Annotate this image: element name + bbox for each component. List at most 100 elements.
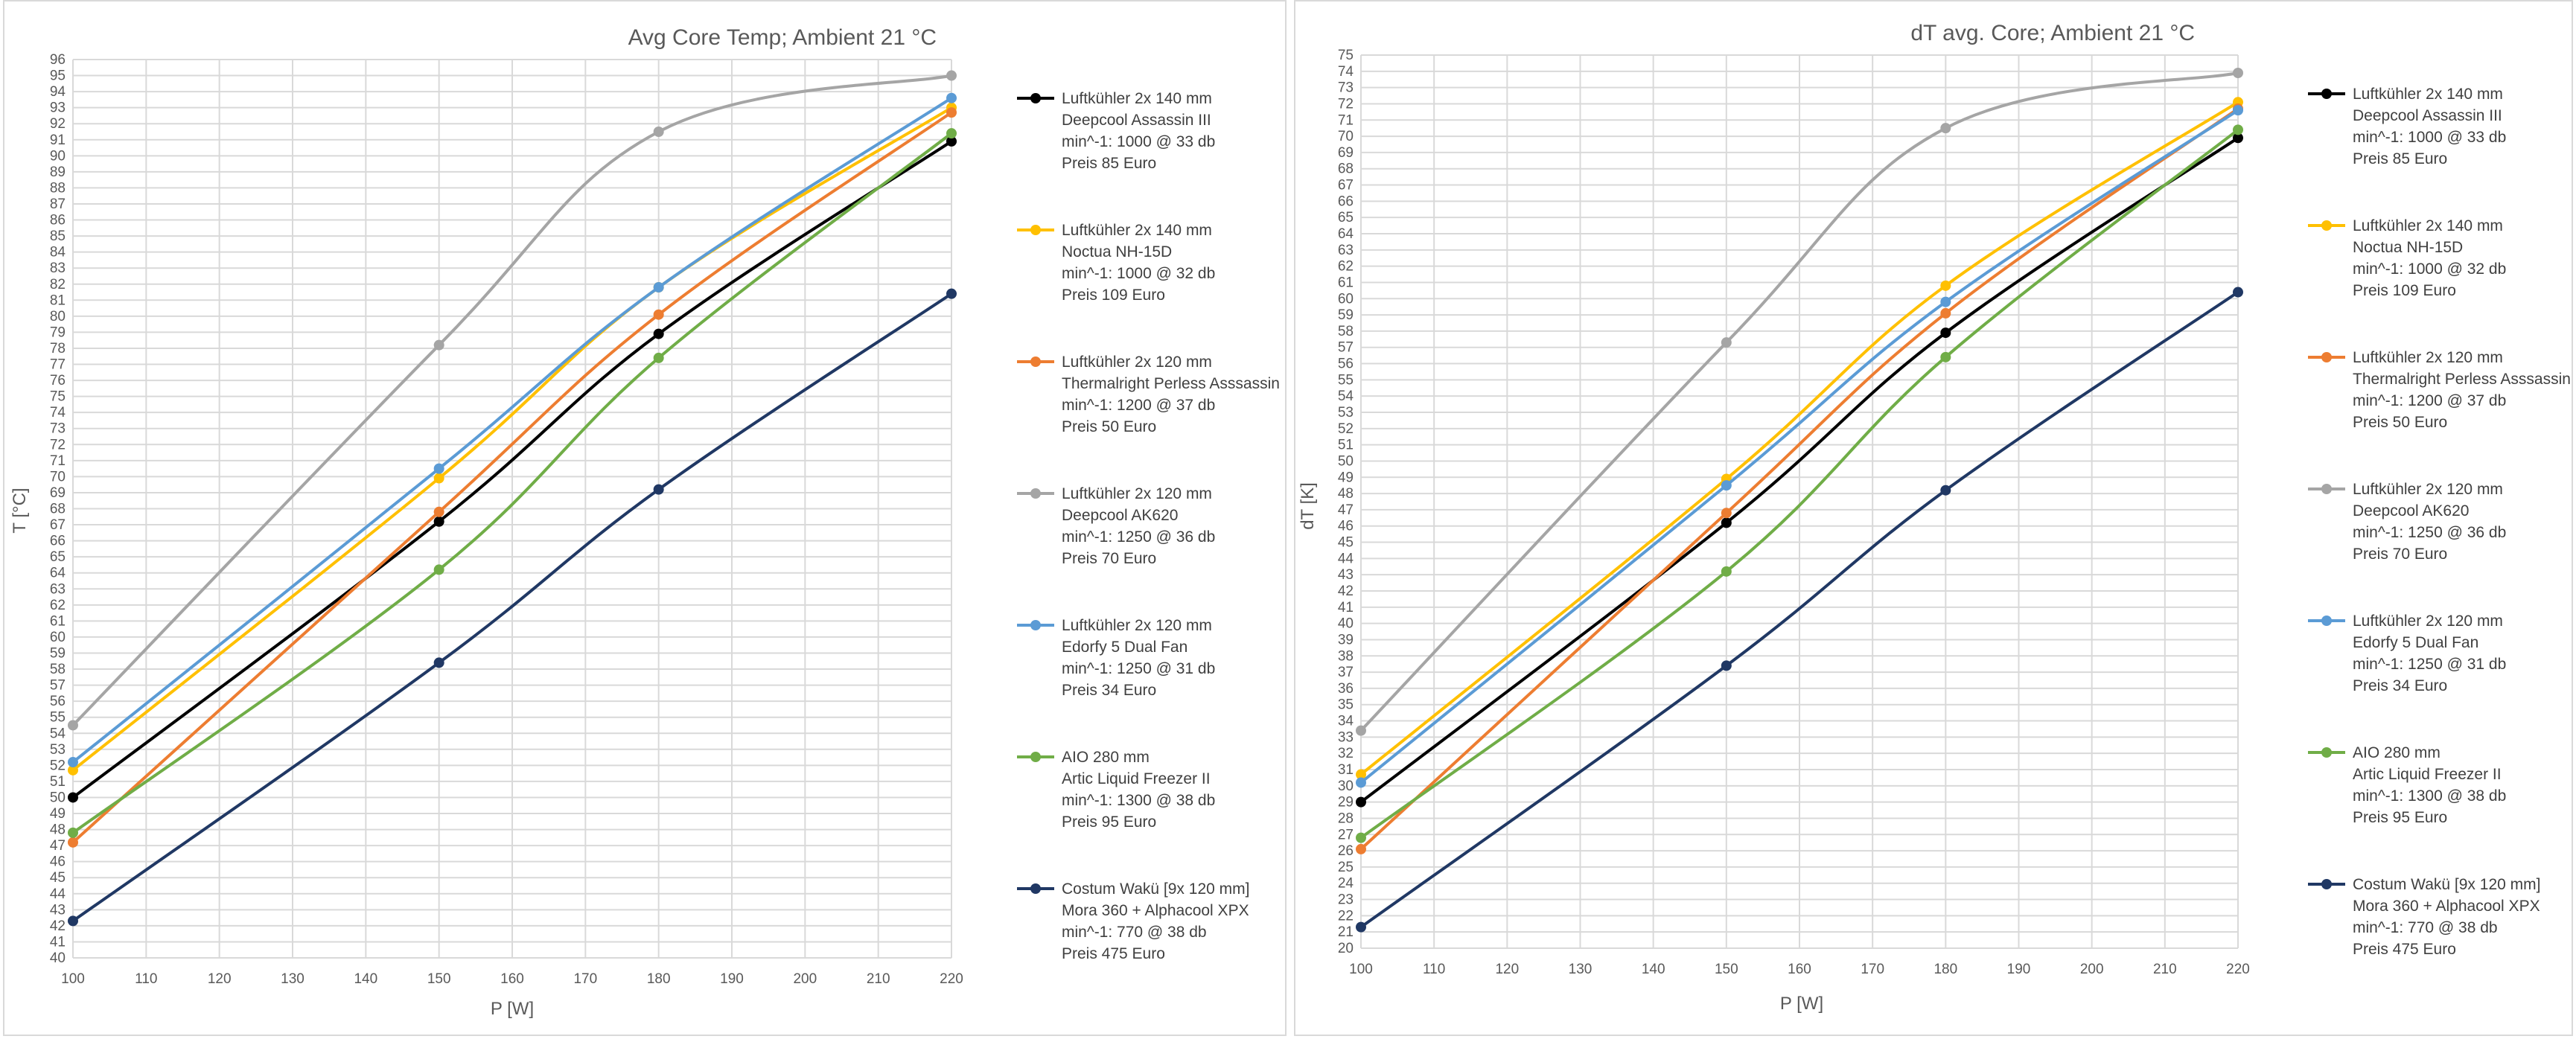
data-point [653,309,664,320]
data-point [433,516,444,527]
y-tick-label: 73 [50,421,66,437]
legend-marker [1030,357,1041,367]
y-tick-label: 32 [1338,746,1354,761]
data-point [433,506,444,517]
legend-label: Luftkühler 2x 120 mm [1062,485,1212,502]
legend-label: Artic Liquid Freezer II [1062,770,1211,787]
chart-title: Avg Core Temp; Ambient 21 °C [628,25,937,50]
y-tick-label: 43 [50,902,66,918]
legend-label: Luftkühler 2x 120 mm [1062,354,1212,371]
y-tick-label: 86 [50,213,66,228]
y-tick-label: 55 [50,710,66,726]
y-tick-label: 62 [50,598,66,613]
legend-label: Preis 85 Euro [1062,155,1156,172]
y-tick-label: 65 [50,549,66,565]
y-tick-label: 40 [1338,616,1354,632]
y-tick-label: 67 [1338,178,1354,194]
y-tick-label: 49 [50,806,66,822]
series-line [71,106,953,772]
series-line [1359,107,2239,851]
data-point [68,792,78,803]
y-tick-label: 52 [50,758,66,773]
y-tick-label: 50 [50,790,66,805]
data-point [1721,660,1732,671]
y-tick-label: 46 [50,854,66,870]
legend-marker [2321,89,2332,99]
series-group [1356,68,2243,933]
legend-label: Artic Liquid Freezer II [2353,766,2502,783]
legend-marker [2321,352,2332,362]
legend-label: Costum Wakü [9x 120 mm] [2353,876,2540,893]
y-tick-label: 82 [50,277,66,292]
y-tick-label: 29 [1338,795,1354,811]
legend-label: Luftkühler 2x 140 mm [1062,90,1212,107]
y-tick-label: 65 [1338,210,1354,226]
data-point [2233,105,2243,116]
series-line [1359,71,2239,732]
y-tick-label: 54 [1338,389,1354,404]
x-tick-label: 210 [867,971,890,987]
y-tick-label: 63 [50,581,66,597]
x-axis-title: P [W] [1780,994,1823,1014]
series-line [71,132,953,834]
y-tick-label: 62 [1338,259,1354,275]
x-tick-label: 130 [281,971,305,987]
legend-label: Preis 95 Euro [2353,809,2447,826]
legend-label: Noctua NH-15D [1062,243,1172,260]
y-tick-label: 53 [50,742,66,758]
x-tick-label: 170 [1861,962,1884,977]
y-tick-label: 47 [50,838,66,854]
y-tick-label: 33 [1338,729,1354,745]
y-tick-label: 74 [1338,64,1354,80]
data-point [946,288,957,299]
y-tick-label: 56 [50,694,66,709]
legend-marker [2321,484,2332,494]
y-axis-title: T [°C] [10,487,30,533]
data-point [1356,725,1366,736]
y-tick-label: 69 [1338,145,1354,161]
legend-label: Preis 50 Euro [1062,418,1156,435]
data-point [653,352,664,363]
data-point [1721,508,1732,519]
chart-panel-avg-core-temp: Avg Core Temp; Ambient 21 °C P [W] T [°C… [3,0,1287,1036]
y-tick-label: 20 [1338,941,1354,956]
legend-label: min^-1: 1000 @ 32 db [1062,265,1215,282]
series-line [1359,128,2239,840]
y-tick-label: 41 [50,934,66,950]
x-tick-label: 160 [1788,962,1811,977]
legend-label: min^-1: 1000 @ 32 db [2353,260,2506,278]
data-point [68,757,78,768]
series-line [71,111,953,844]
legend: Luftkühler 2x 140 mm Deepcool Assassin II… [1017,90,1280,962]
legend-label: Preis 109 Euro [1062,287,1165,304]
legend-label: Preis 95 Euro [1062,813,1156,831]
data-point [68,827,78,838]
y-tick-label: 84 [50,245,66,260]
legend-label: min^-1: 1300 @ 38 db [2353,787,2506,805]
data-point [653,126,664,137]
y-tick-label: 51 [1338,438,1354,453]
legend-label: min^-1: 1250 @ 36 db [2353,524,2506,541]
legend-label: Edorfy 5 Dual Fan [1062,639,1187,656]
series-group [68,70,957,927]
y-tick-label: 26 [1338,843,1354,859]
y-tick-label: 66 [1338,194,1354,209]
data-point [1940,296,1951,307]
y-tick-label: 81 [50,292,66,308]
legend-label: Preis 50 Euro [2353,414,2447,431]
legend-label: Luftkühler 2x 120 mm [2353,349,2503,366]
data-point [653,484,664,495]
data-point [1940,351,1951,362]
y-tick-label: 57 [1338,340,1354,356]
chart-avg-core-temp: Avg Core Temp; Ambient 21 °C P [W] T [°C… [10,25,1280,1019]
y-tick-label: 87 [50,196,66,212]
y-tick-label: 78 [50,341,66,357]
y-tick-label: 75 [50,389,66,405]
y-tick-label: 96 [50,52,66,68]
data-point [653,328,664,339]
legend-label: min^-1: 1250 @ 31 db [1062,660,1215,677]
data-point [1356,843,1366,854]
y-tick-label: 61 [50,613,66,629]
series-line [71,97,953,764]
legend-label: Preis 70 Euro [2353,546,2447,563]
